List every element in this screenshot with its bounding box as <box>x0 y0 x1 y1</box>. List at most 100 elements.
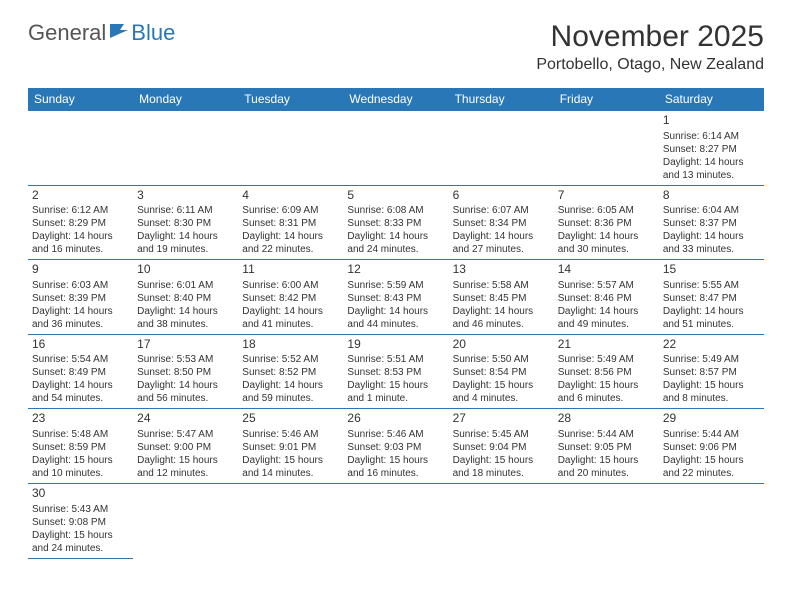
empty-cell <box>133 483 238 558</box>
daylight-text: Daylight: 14 hours <box>137 379 234 392</box>
sunset-text: Sunset: 8:57 PM <box>663 366 760 379</box>
sunrise-text: Sunrise: 5:49 AM <box>558 353 655 366</box>
day-cell: 20Sunrise: 5:50 AMSunset: 8:54 PMDayligh… <box>449 334 554 409</box>
calendar-body: 1Sunrise: 6:14 AMSunset: 8:27 PMDaylight… <box>28 111 764 559</box>
daylight-text: and 22 minutes. <box>242 243 339 256</box>
day-header: Wednesday <box>343 88 448 111</box>
daylight-text: Daylight: 15 hours <box>347 379 444 392</box>
day-cell: 26Sunrise: 5:46 AMSunset: 9:03 PMDayligh… <box>343 409 448 484</box>
location: Portobello, Otago, New Zealand <box>536 56 764 74</box>
sunset-text: Sunset: 8:54 PM <box>453 366 550 379</box>
sunset-text: Sunset: 8:36 PM <box>558 217 655 230</box>
daylight-text: Daylight: 15 hours <box>558 379 655 392</box>
daylight-text: Daylight: 14 hours <box>663 230 760 243</box>
sunrise-text: Sunrise: 5:44 AM <box>663 428 760 441</box>
empty-cell <box>554 111 659 186</box>
daylight-text: Daylight: 14 hours <box>663 305 760 318</box>
day-header: Monday <box>133 88 238 111</box>
daylight-text: and 13 minutes. <box>663 169 760 182</box>
daylight-text: and 1 minute. <box>347 392 444 405</box>
daylight-text: Daylight: 15 hours <box>558 454 655 467</box>
daylight-text: and 16 minutes. <box>32 243 129 256</box>
sunrise-text: Sunrise: 5:48 AM <box>32 428 129 441</box>
daylight-text: and 51 minutes. <box>663 318 760 331</box>
empty-cell <box>449 483 554 558</box>
daylight-text: and 24 minutes. <box>32 542 129 555</box>
day-cell: 2Sunrise: 6:12 AMSunset: 8:29 PMDaylight… <box>28 185 133 260</box>
day-number: 24 <box>137 411 234 427</box>
day-number: 20 <box>453 337 550 353</box>
sunrise-text: Sunrise: 6:07 AM <box>453 204 550 217</box>
title-block: November 2025 Portobello, Otago, New Zea… <box>536 20 764 74</box>
day-cell: 13Sunrise: 5:58 AMSunset: 8:45 PMDayligh… <box>449 260 554 335</box>
daylight-text: Daylight: 14 hours <box>347 305 444 318</box>
sunset-text: Sunset: 9:00 PM <box>137 441 234 454</box>
day-cell: 4Sunrise: 6:09 AMSunset: 8:31 PMDaylight… <box>238 185 343 260</box>
sunset-text: Sunset: 8:31 PM <box>242 217 339 230</box>
daylight-text: and 49 minutes. <box>558 318 655 331</box>
sunset-text: Sunset: 8:59 PM <box>32 441 129 454</box>
day-cell: 29Sunrise: 5:44 AMSunset: 9:06 PMDayligh… <box>659 409 764 484</box>
sunset-text: Sunset: 8:37 PM <box>663 217 760 230</box>
day-number: 2 <box>32 188 129 204</box>
day-number: 23 <box>32 411 129 427</box>
day-cell: 28Sunrise: 5:44 AMSunset: 9:05 PMDayligh… <box>554 409 659 484</box>
daylight-text: and 6 minutes. <box>558 392 655 405</box>
sunset-text: Sunset: 8:49 PM <box>32 366 129 379</box>
day-header: Tuesday <box>238 88 343 111</box>
calendar-row: 30Sunrise: 5:43 AMSunset: 9:08 PMDayligh… <box>28 483 764 558</box>
daylight-text: Daylight: 15 hours <box>663 454 760 467</box>
daylight-text: Daylight: 14 hours <box>453 305 550 318</box>
day-number: 11 <box>242 262 339 278</box>
day-number: 7 <box>558 188 655 204</box>
daylight-text: Daylight: 15 hours <box>453 379 550 392</box>
empty-cell <box>28 111 133 186</box>
day-cell: 19Sunrise: 5:51 AMSunset: 8:53 PMDayligh… <box>343 334 448 409</box>
day-number: 5 <box>347 188 444 204</box>
day-cell: 18Sunrise: 5:52 AMSunset: 8:52 PMDayligh… <box>238 334 343 409</box>
sunset-text: Sunset: 9:04 PM <box>453 441 550 454</box>
sunset-text: Sunset: 8:45 PM <box>453 292 550 305</box>
sunrise-text: Sunrise: 5:55 AM <box>663 279 760 292</box>
day-number: 30 <box>32 486 129 502</box>
day-cell: 30Sunrise: 5:43 AMSunset: 9:08 PMDayligh… <box>28 483 133 558</box>
logo-blue: Blue <box>131 20 175 46</box>
day-number: 8 <box>663 188 760 204</box>
sunset-text: Sunset: 8:46 PM <box>558 292 655 305</box>
sunrise-text: Sunrise: 5:45 AM <box>453 428 550 441</box>
sunset-text: Sunset: 9:01 PM <box>242 441 339 454</box>
daylight-text: and 59 minutes. <box>242 392 339 405</box>
day-cell: 9Sunrise: 6:03 AMSunset: 8:39 PMDaylight… <box>28 260 133 335</box>
daylight-text: Daylight: 15 hours <box>242 454 339 467</box>
daylight-text: and 33 minutes. <box>663 243 760 256</box>
sunset-text: Sunset: 8:39 PM <box>32 292 129 305</box>
calendar-row: 16Sunrise: 5:54 AMSunset: 8:49 PMDayligh… <box>28 334 764 409</box>
sunset-text: Sunset: 8:27 PM <box>663 143 760 156</box>
daylight-text: and 44 minutes. <box>347 318 444 331</box>
daylight-text: Daylight: 15 hours <box>32 529 129 542</box>
sunrise-text: Sunrise: 6:08 AM <box>347 204 444 217</box>
day-number: 1 <box>663 113 760 129</box>
daylight-text: Daylight: 14 hours <box>242 379 339 392</box>
sunset-text: Sunset: 8:34 PM <box>453 217 550 230</box>
day-number: 21 <box>558 337 655 353</box>
sunset-text: Sunset: 8:47 PM <box>663 292 760 305</box>
sunrise-text: Sunrise: 6:12 AM <box>32 204 129 217</box>
day-cell: 6Sunrise: 6:07 AMSunset: 8:34 PMDaylight… <box>449 185 554 260</box>
day-number: 9 <box>32 262 129 278</box>
daylight-text: Daylight: 14 hours <box>663 156 760 169</box>
day-cell: 3Sunrise: 6:11 AMSunset: 8:30 PMDaylight… <box>133 185 238 260</box>
daylight-text: Daylight: 14 hours <box>242 305 339 318</box>
calendar-row: 2Sunrise: 6:12 AMSunset: 8:29 PMDaylight… <box>28 185 764 260</box>
day-cell: 15Sunrise: 5:55 AMSunset: 8:47 PMDayligh… <box>659 260 764 335</box>
day-cell: 1Sunrise: 6:14 AMSunset: 8:27 PMDaylight… <box>659 111 764 186</box>
day-cell: 8Sunrise: 6:04 AMSunset: 8:37 PMDaylight… <box>659 185 764 260</box>
daylight-text: and 38 minutes. <box>137 318 234 331</box>
daylight-text: Daylight: 14 hours <box>137 305 234 318</box>
daylight-text: and 22 minutes. <box>663 467 760 480</box>
logo-general: General <box>28 20 106 46</box>
daylight-text: and 14 minutes. <box>242 467 339 480</box>
sunset-text: Sunset: 8:56 PM <box>558 366 655 379</box>
daylight-text: Daylight: 14 hours <box>32 379 129 392</box>
daylight-text: Daylight: 14 hours <box>32 305 129 318</box>
